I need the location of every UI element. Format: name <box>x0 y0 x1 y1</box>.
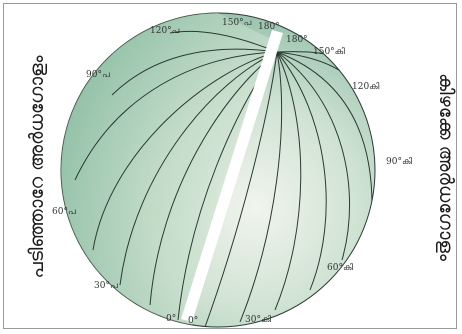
meridian-line <box>119 51 278 286</box>
label-120w: 120°പ <box>150 26 180 36</box>
label-90w: 90°പ <box>86 70 110 80</box>
meridian-line <box>74 51 278 181</box>
meridian-line <box>274 51 302 311</box>
hemisphere-divider-band <box>181 30 283 322</box>
label-30e: 30°കി <box>245 314 271 325</box>
label-150w: 150°പ <box>222 18 252 28</box>
label-60w: 60°പ <box>52 207 76 217</box>
label-120e: 120കി <box>352 81 379 92</box>
meridian-line <box>149 51 278 306</box>
label-150e: 150°കി <box>313 46 345 57</box>
meridian-line <box>239 51 283 323</box>
label-180-right: 180° <box>286 35 308 45</box>
label-0-west: 0° <box>166 314 176 324</box>
meridian-line <box>169 30 278 53</box>
label-60e: 60°കി <box>327 262 353 273</box>
label-30w: 30°പ <box>94 281 118 291</box>
meridian-line <box>276 51 351 261</box>
meridian-line <box>276 51 373 206</box>
meridian-line <box>204 51 278 327</box>
label-90e: 90°കി <box>386 156 412 167</box>
meridian-line <box>111 48 278 96</box>
meridian-line <box>276 51 327 291</box>
label-180-left: 180° <box>258 22 280 32</box>
label-0-east: 0° <box>188 316 198 326</box>
meridian-line <box>92 51 278 251</box>
